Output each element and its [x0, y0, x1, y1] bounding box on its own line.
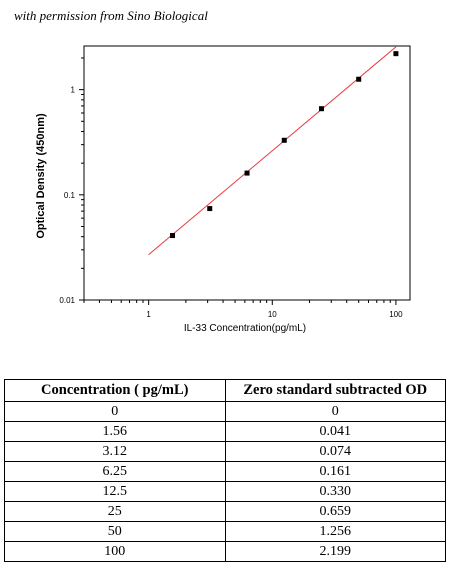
data-point — [244, 170, 250, 176]
standard-curve-table: Concentration ( pg/mL) Zero standard sub… — [4, 379, 446, 562]
data-point — [207, 206, 213, 212]
standard-curve-chart: 1 10 100 0.01 0.1 1 IL-33 Concentration(pg/mL)… — [35, 45, 411, 334]
concentration-cell: 3.12 — [4, 441, 226, 462]
concentration-cell: 0 — [4, 401, 226, 422]
x-tick-label: 1 — [146, 310, 151, 319]
data-point — [318, 106, 324, 112]
table-row: 100 2.199 — [4, 541, 446, 562]
od-cell: 0.659 — [224, 501, 446, 522]
y-tick-label: 0.01 — [59, 296, 75, 305]
data-point — [393, 51, 399, 57]
concentration-cell: 25 — [4, 501, 226, 522]
x-tick-label: 100 — [389, 310, 403, 319]
header-od: Zero standard subtracted OD — [224, 379, 446, 402]
data-point — [281, 137, 287, 143]
concentration-cell: 6.25 — [4, 461, 226, 482]
data-point — [170, 233, 176, 239]
x-axis-label: IL-33 Concentration(pg/mL) — [184, 323, 306, 334]
header-concentration: Concentration ( pg/mL) — [4, 379, 226, 402]
data-point — [356, 76, 362, 82]
od-cell: 0.330 — [224, 481, 446, 502]
od-cell: 2.199 — [224, 541, 446, 562]
od-cell: 0 — [224, 401, 446, 422]
table-row: 12.5 0.330 — [4, 481, 446, 502]
table-row: 6.25 0.161 — [4, 461, 446, 482]
concentration-cell: 1.56 — [4, 421, 226, 442]
credit-text: with permission from Sino Biological — [14, 8, 208, 23]
table-row: 1.56 0.041 — [4, 421, 446, 442]
od-cell: 1.256 — [224, 521, 446, 542]
plot-frame — [83, 45, 411, 301]
fit-line — [148, 46, 397, 256]
table-header-row: Concentration ( pg/mL) Zero standard sub… — [4, 379, 446, 402]
table-row: 3.12 0.074 — [4, 441, 446, 462]
y-tick-label: 1 — [71, 86, 76, 95]
table-row: 50 1.256 — [4, 521, 446, 542]
od-cell: 0.074 — [224, 441, 446, 462]
od-cell: 0.161 — [224, 461, 446, 482]
od-cell: 0.041 — [224, 421, 446, 442]
concentration-cell: 50 — [4, 521, 226, 542]
concentration-cell: 100 — [4, 541, 226, 562]
table-row: 25 0.659 — [4, 501, 446, 522]
x-tick-label: 10 — [268, 310, 277, 319]
y-tick-label: 0.1 — [64, 191, 76, 200]
concentration-cell: 12.5 — [4, 481, 226, 502]
table-row: 0 0 — [4, 401, 446, 422]
y-axis-label: Optical Density (450nm) — [35, 113, 47, 239]
